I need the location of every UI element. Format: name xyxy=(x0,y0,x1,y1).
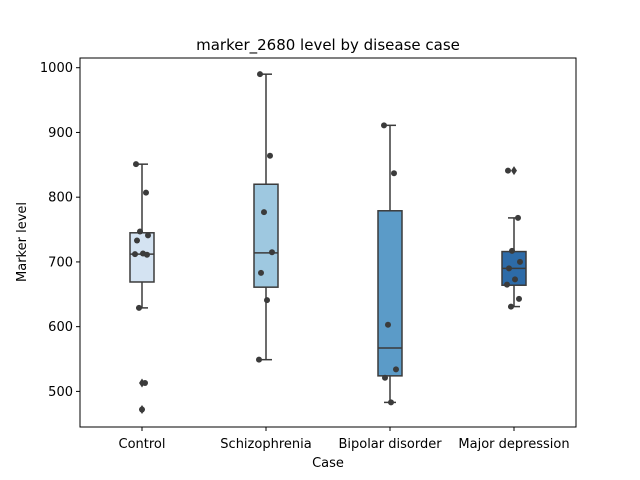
y-tick-label: 900 xyxy=(48,126,73,141)
data-point xyxy=(391,170,397,177)
y-tick-label: 800 xyxy=(48,191,73,206)
data-point xyxy=(504,281,510,288)
box-group-major-depression xyxy=(501,166,527,310)
data-point xyxy=(509,247,515,254)
data-point xyxy=(142,379,148,386)
y-axis: 500 600 700 800 900 1000 xyxy=(40,61,80,400)
x-tick-label: Schizophrenia xyxy=(220,437,311,452)
box-group-bipolar-disorder xyxy=(377,122,403,406)
data-point xyxy=(137,228,143,235)
y-tick-label: 700 xyxy=(48,255,73,270)
x-tick-label: Major depression xyxy=(458,437,569,452)
x-tick-label: Control xyxy=(119,437,166,452)
x-axis-label: Case xyxy=(312,456,344,471)
data-point xyxy=(139,406,145,413)
box-body xyxy=(129,232,155,283)
data-point xyxy=(385,321,391,328)
data-point xyxy=(145,232,151,239)
data-point xyxy=(512,276,518,283)
y-tick-label: 1000 xyxy=(40,61,73,76)
data-point xyxy=(508,303,514,310)
data-point xyxy=(256,356,262,363)
data-point xyxy=(144,251,150,258)
data-point xyxy=(257,71,263,78)
plot-area xyxy=(79,57,577,428)
data-point xyxy=(269,249,275,256)
outlier-marker xyxy=(511,166,517,176)
data-point xyxy=(143,189,149,196)
y-axis-label: Marker level xyxy=(15,202,30,282)
data-point xyxy=(516,295,522,302)
data-point xyxy=(382,374,388,381)
data-point xyxy=(264,297,270,304)
x-axis: Control Schizophrenia Bipolar disorder Majo… xyxy=(119,427,570,452)
data-point xyxy=(388,399,394,406)
data-point xyxy=(381,122,387,129)
box-group-schizophrenia xyxy=(253,71,279,363)
data-point xyxy=(506,265,512,272)
data-point xyxy=(258,269,264,276)
x-tick-label: Bipolar disorder xyxy=(338,437,442,452)
data-point xyxy=(393,366,399,373)
box-group-control xyxy=(129,161,155,415)
y-tick-label: 600 xyxy=(48,320,73,335)
y-tick-label: 500 xyxy=(48,385,73,400)
data-point xyxy=(134,237,140,244)
data-point xyxy=(261,209,267,216)
data-point xyxy=(505,167,511,174)
data-point xyxy=(517,258,523,265)
data-point xyxy=(267,152,273,159)
boxes-layer xyxy=(129,71,527,415)
data-point xyxy=(132,251,138,258)
box-body xyxy=(253,183,279,288)
data-point xyxy=(136,304,142,311)
box-body xyxy=(377,210,403,377)
chart-title: marker_2680 level by disease case xyxy=(196,36,460,55)
data-point xyxy=(515,214,521,221)
data-point xyxy=(133,161,139,168)
